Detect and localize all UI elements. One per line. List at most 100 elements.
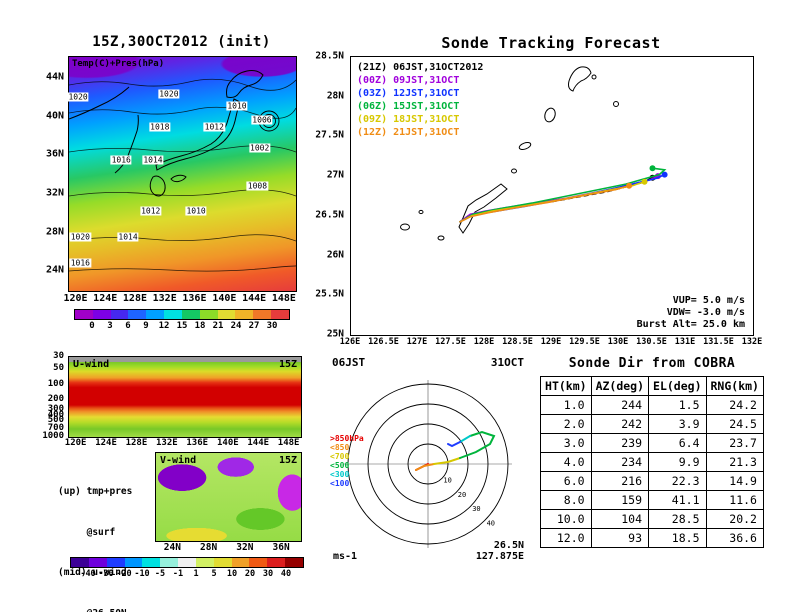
table-cell: 36.6 <box>705 528 764 548</box>
colorbar-tick-label: -30 <box>98 569 114 579</box>
hodograph-canvas: 10 20 30 40 <box>344 380 512 548</box>
axis-tick-label: 128E <box>125 438 148 448</box>
table-cell: 10.0 <box>540 509 592 529</box>
colorbar-tick-label: -10 <box>134 569 150 579</box>
hodo-ring-label: 30 <box>472 505 480 513</box>
track-end-marker <box>626 182 633 189</box>
colorbar-segment <box>160 558 179 567</box>
table-cell: 4.0 <box>540 452 592 472</box>
axis-tick-label: 32N <box>236 542 254 553</box>
pressure-label: 1012 <box>203 122 225 132</box>
axis-tick-label: 127.5E <box>435 337 466 347</box>
axis-tick-label: 144E <box>242 293 267 304</box>
pressure-label: 1006 <box>251 115 273 125</box>
pressure-label: 1002 <box>249 143 271 153</box>
axis-tick-label: 131.5E <box>703 337 734 347</box>
table-cell: 22.3 <box>648 471 707 491</box>
colorbar-tick-label: 15 <box>176 321 188 331</box>
colorbar-segments <box>74 309 290 320</box>
table-row: 8.0 159 41.1 11.6 <box>540 490 764 510</box>
init-map: Temp(C)+Pres(hPa) <box>67 56 297 292</box>
pressure-label: 1020 <box>67 92 89 102</box>
note-line: (up) tmp+pres <box>58 486 133 497</box>
legend-item: <850 <box>330 443 350 452</box>
table-cell: 8.0 <box>540 490 592 510</box>
table-cell: 239 <box>590 433 650 453</box>
table-row: 4.0 234 9.9 21.3 <box>540 452 764 472</box>
axis-tick-label: 130.5E <box>636 337 667 347</box>
colorbar-tick-label: 1 <box>193 569 199 579</box>
axis-tick-label: 30 <box>53 351 64 361</box>
colorbar-ticks: 0 3 6 9 12 15 18 21 24 27 30 <box>74 320 290 331</box>
sonde-map-canvas <box>400 66 668 241</box>
colorbar-tick-label: 10 <box>226 569 238 579</box>
axis-tick-label: 136E <box>186 438 209 448</box>
axis-tick-label: 36N <box>272 542 290 553</box>
burst-alt-note: Burst Alt= 25.0 km <box>636 319 745 330</box>
legend-item: (06Z) 15JST,31OCT <box>357 101 460 112</box>
table-row: 10.0 104 28.5 20.2 <box>540 509 764 529</box>
colorbar-segment <box>267 558 286 567</box>
axis-tick-label: 28N <box>45 226 64 237</box>
axis-tick-label: 500 <box>47 415 64 426</box>
axis-tick-label: 128E <box>473 337 495 347</box>
colorbar-segment <box>88 558 107 567</box>
axis-tick-label: 36N <box>45 148 64 160</box>
colorbar-segments <box>70 557 304 568</box>
colorbar-segment <box>253 310 272 319</box>
axis-tick-label: 44N <box>45 71 64 83</box>
okinawa-islands <box>400 66 619 241</box>
pressure-label: 1016 <box>110 155 132 165</box>
hodo-station-lon: 127.875E <box>475 551 524 562</box>
uwind-time-label: 15Z <box>278 359 297 370</box>
colorbar-tick-label: 20 <box>244 569 256 579</box>
axis-tick-label: 28N <box>326 90 344 102</box>
legend-item: (00Z) 09JST,31OCT <box>357 75 460 86</box>
hodo-trace <box>459 430 496 459</box>
axis-tick-label: 127E <box>406 337 428 347</box>
axis-tick-label: 400 <box>47 410 64 421</box>
axis-tick-label: 144E <box>247 438 270 448</box>
colorbar-tick-label: 6 <box>125 321 131 331</box>
colorbar-tick-label: 30 <box>262 569 274 579</box>
axis-tick-label: 50 <box>53 362 64 373</box>
colorbar-segment <box>71 558 89 567</box>
axis-tick-label: 25N <box>326 328 344 340</box>
sonde-lat-axis: 28.5N 28N 27.5N 27N 26.5N 26N 25.5N 25N <box>306 51 346 340</box>
table-cell: 6.4 <box>648 433 707 453</box>
note-line: @26.50N <box>58 607 132 612</box>
pressure-label: 1016 <box>69 258 91 268</box>
track-end-marker <box>641 178 648 185</box>
hodo-ring <box>367 403 489 525</box>
pressure-contour-labels: 1020 1020 1018 1012 1010 1006 1002 1016 1014 1008… <box>67 57 296 291</box>
hodo-level-legend: >850hPa <850 <700 <500 <300 <100 <box>330 434 364 488</box>
hodo-station-label: 26.5N 127.875E <box>476 540 524 562</box>
legend-item: <500 <box>330 461 350 470</box>
axis-tick-label: 132E <box>155 438 178 448</box>
panel-notes: (up) tmp+pres @surf (mid) u-wind @26.50N… <box>58 458 132 612</box>
axis-tick-label: 140E <box>217 438 239 448</box>
uwind-panel: U-wind 15Z <box>68 356 302 438</box>
axis-tick-label: 32N <box>45 187 64 199</box>
axis-tick-label: 124E <box>93 293 118 304</box>
cobra-table-title: Sonde Dir from COBRA <box>568 356 736 371</box>
colorbar-segment <box>285 558 303 567</box>
colorbar-tick-label: 12 <box>158 321 170 331</box>
hodo-ring <box>387 423 469 505</box>
track-end-marker <box>661 171 668 178</box>
init-field-label: Temp(C)+Pres(hPa) <box>72 59 165 69</box>
colorbar-tick-label: 21 <box>212 321 224 331</box>
table-cell: 104 <box>590 509 650 529</box>
axis-tick-label: 140E <box>212 293 237 304</box>
axis-tick-label: 132E <box>741 337 763 347</box>
table-cell: 12.0 <box>540 528 592 548</box>
hodo-units-label: ms-1 <box>333 551 358 562</box>
axis-tick-label: 24N <box>45 264 64 276</box>
colorbar-tick-label: 30 <box>266 321 278 331</box>
axis-tick-label: 1000 <box>42 431 64 441</box>
init-map-title: 15Z,30OCT2012 (init) <box>92 34 271 50</box>
colorbar-segment <box>271 310 289 319</box>
pressure-label: 1014 <box>142 155 164 165</box>
axis-tick-label: 700 <box>47 422 64 433</box>
